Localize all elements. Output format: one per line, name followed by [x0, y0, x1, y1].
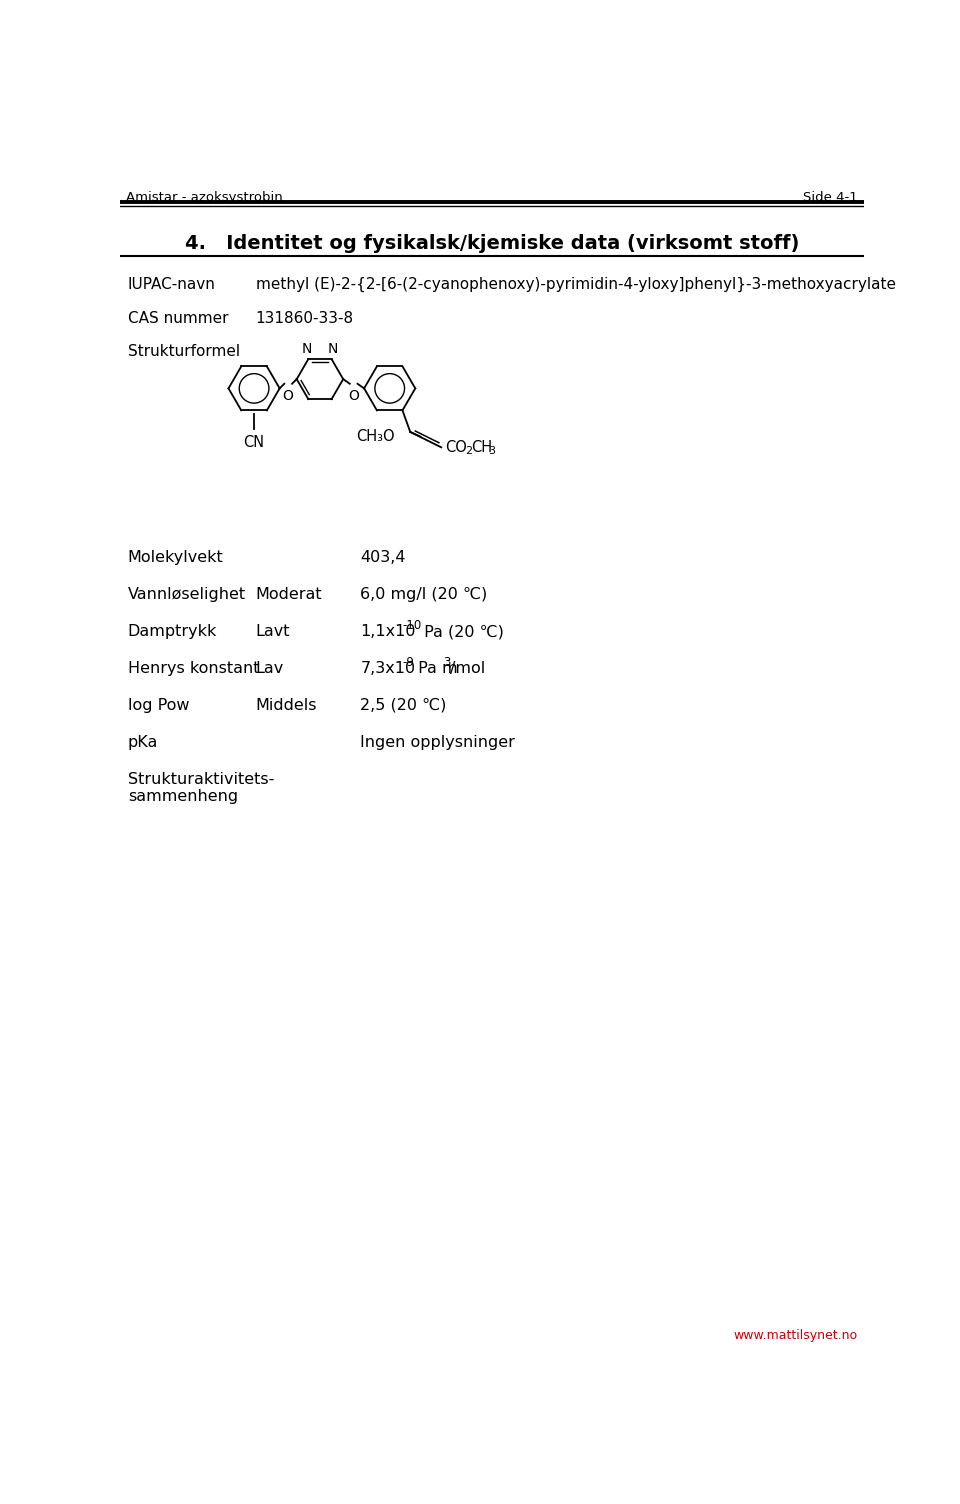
- Text: Lav: Lav: [255, 660, 284, 675]
- Text: Amistar - azoksystrobin: Amistar - azoksystrobin: [126, 191, 283, 205]
- Text: Lavt: Lavt: [255, 624, 290, 639]
- Text: Vannløselighet: Vannløselighet: [128, 587, 246, 602]
- Text: 2: 2: [466, 447, 472, 456]
- Text: -10: -10: [402, 620, 421, 632]
- Text: O: O: [283, 390, 294, 403]
- Text: Pa (20 ℃): Pa (20 ℃): [420, 624, 504, 639]
- Text: Strukturformel: Strukturformel: [128, 344, 240, 359]
- Text: www.mattilsynet.no: www.mattilsynet.no: [733, 1330, 858, 1343]
- Text: CH: CH: [470, 439, 492, 454]
- Text: 3: 3: [444, 656, 450, 669]
- Text: methyl (E)-2-{2-[6-(2-cyanophenoxy)-pyrimidin-4-yloxy]phenyl}-3-methoxyacrylate: methyl (E)-2-{2-[6-(2-cyanophenoxy)-pyri…: [255, 277, 896, 292]
- Text: Moderat: Moderat: [255, 587, 323, 602]
- Text: CH₃O: CH₃O: [356, 429, 395, 444]
- Text: 6,0 mg/l (20 ℃): 6,0 mg/l (20 ℃): [360, 587, 488, 602]
- Text: 403,4: 403,4: [360, 550, 406, 566]
- Text: Damptrykk: Damptrykk: [128, 624, 217, 639]
- Text: Side 4-1: Side 4-1: [804, 191, 858, 205]
- Text: log Pow: log Pow: [128, 698, 189, 713]
- Text: Strukturaktivitets-
sammenheng: Strukturaktivitets- sammenheng: [128, 772, 275, 805]
- Text: 2,5 (20 ℃): 2,5 (20 ℃): [360, 698, 446, 713]
- Text: 1,1x10: 1,1x10: [360, 624, 416, 639]
- Text: CAS nummer: CAS nummer: [128, 311, 228, 326]
- Text: -9: -9: [402, 656, 414, 669]
- Text: IUPAC-navn: IUPAC-navn: [128, 277, 216, 292]
- Text: Ingen opplysninger: Ingen opplysninger: [360, 735, 516, 750]
- Text: pKa: pKa: [128, 735, 158, 750]
- Text: /mol: /mol: [450, 660, 486, 675]
- Text: O: O: [348, 390, 359, 403]
- Text: 3: 3: [489, 447, 495, 456]
- Text: N: N: [301, 341, 312, 356]
- Text: Henrys konstant: Henrys konstant: [128, 660, 259, 675]
- Text: CO: CO: [445, 439, 467, 454]
- Text: Middels: Middels: [255, 698, 317, 713]
- Text: CN: CN: [244, 435, 265, 450]
- Text: 7,3x10: 7,3x10: [360, 660, 416, 675]
- Text: 131860-33-8: 131860-33-8: [255, 311, 353, 326]
- Text: N: N: [328, 341, 338, 356]
- Text: Pa m: Pa m: [413, 660, 458, 675]
- Text: 4.   Identitet og fysikalsk/kjemiske data (virksomt stoff): 4. Identitet og fysikalsk/kjemiske data …: [185, 235, 799, 253]
- Text: Molekylvekt: Molekylvekt: [128, 550, 224, 566]
